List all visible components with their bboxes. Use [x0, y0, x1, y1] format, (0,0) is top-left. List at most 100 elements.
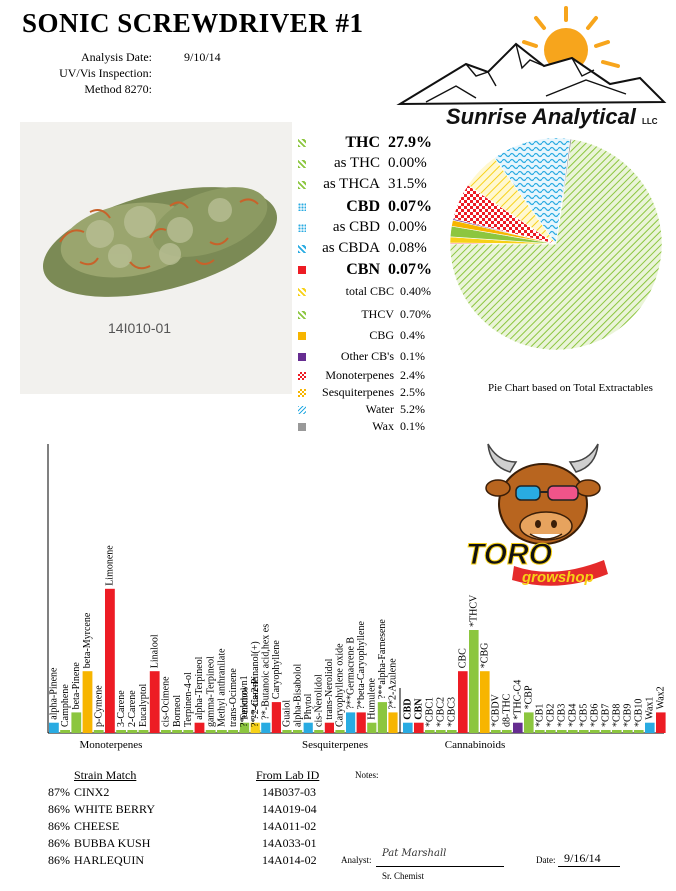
svg-text:growshop: growshop: [521, 569, 594, 586]
cannabinoid-row: THCV 0.70%: [298, 307, 466, 322]
bar-label: Phytol: [303, 693, 314, 719]
cannabinoid-value: 0.08%: [388, 240, 427, 256]
cannabinoid-name: Other CB's: [340, 349, 394, 363]
bar-label: *CB8: [612, 704, 623, 727]
legend-swatch: [298, 388, 306, 397]
bar: [634, 730, 644, 733]
bar: [623, 730, 633, 733]
legend-swatch: [298, 331, 306, 340]
bar-label: alpha-Bisabolol: [292, 663, 303, 727]
analysis-date-label: Analysis Date:: [81, 50, 152, 64]
bar: [205, 730, 216, 733]
bar-label: beta-Pinene: [71, 662, 82, 710]
group-label: Sesquiterpenes: [302, 739, 368, 751]
bar-label: alpha-Terpineol: [194, 656, 205, 719]
cannabinoid-row: as CBDA 0.08%: [298, 240, 454, 257]
cannabinoid-name: as CBD: [332, 219, 380, 235]
match-lab-id: 14A011-02: [262, 819, 317, 833]
group-label: Cannabinoids: [445, 739, 506, 751]
bar: [303, 722, 313, 733]
report-date: 9/16/14: [564, 851, 601, 865]
analyst-signature: Pat Marshall: [382, 848, 447, 859]
bar-label: ?*-Butanoic acid,hex es: [261, 624, 272, 720]
bar: [60, 730, 70, 733]
cannabinoid-value: 2.4%: [400, 368, 425, 382]
bar-label: Caryophyllene oxide: [335, 643, 346, 727]
cannabinoid-value: 27.9%: [388, 134, 432, 151]
cannabinoid-name: total CBC: [345, 284, 394, 298]
legend-swatch: [298, 203, 306, 211]
match-percent: 87%: [48, 785, 70, 799]
bar-label: Linalool: [149, 634, 160, 668]
bar: [335, 730, 345, 733]
bar: [414, 722, 424, 733]
bar: [261, 722, 271, 733]
bar: [447, 730, 457, 733]
report-title: SONIC SCREWDRIVER #1: [22, 8, 364, 38]
legend-swatch: [298, 422, 306, 431]
bar: [579, 730, 589, 733]
bar-label: CBN: [414, 698, 425, 720]
cannabinoid-row: Sesquiterpenes 2.5%: [298, 385, 466, 400]
bar: [314, 730, 324, 733]
bar: [436, 730, 446, 733]
bar-label: Fenchol: [239, 687, 250, 719]
legend-swatch: [298, 180, 306, 189]
cannabinoid-row: total CBC 0.40%: [298, 284, 466, 299]
bar-label: *CB1: [535, 704, 546, 727]
cannabinoid-name: CBN: [346, 261, 380, 278]
bar: [116, 730, 126, 733]
legend-swatch: [298, 159, 306, 168]
cannabinoid-row: as CBD 0.00%: [298, 219, 454, 236]
sunrise-analytical-logo: Sunrise Analytical LLC: [396, 6, 668, 132]
bar: [645, 722, 655, 733]
bar-label: gamma-Terpineol: [205, 656, 216, 727]
bar-label: *CB3: [557, 704, 568, 727]
svg-text:LLC: LLC: [642, 117, 658, 126]
sample-id-label: 14I010-01: [108, 320, 172, 336]
bar: [656, 712, 666, 733]
bar-label: ?**Germacrene B: [345, 637, 356, 710]
sample-photo: 14I010-01: [20, 122, 292, 394]
match-lab-id: 14A033-01: [262, 836, 317, 850]
bar-label: Caryophyllene: [271, 640, 282, 699]
cannabinoid-value: 5.2%: [400, 402, 425, 416]
legend-swatch: [298, 223, 306, 232]
cannabinoid-name: THCV: [361, 307, 394, 321]
legend-swatch: [298, 352, 306, 361]
bar: [82, 671, 93, 733]
bar: [172, 730, 182, 733]
bar: [217, 730, 227, 733]
bar: [367, 722, 377, 733]
bull-icon: [485, 443, 601, 545]
bar-label: *CBG: [480, 643, 491, 669]
bar: [346, 712, 356, 733]
bar: [183, 730, 194, 733]
match-strain-name: CHEESE: [74, 819, 120, 833]
bar: [324, 722, 334, 733]
strain-match-header: Strain Match: [74, 768, 137, 782]
bar-label: *CB7: [601, 704, 612, 727]
cannabinoid-value: 0.07%: [388, 261, 432, 278]
cannabinoid-name: as CBDA: [322, 240, 380, 256]
bar-label: ?*2-Azulene: [388, 658, 399, 710]
bar-label: Limonene: [105, 545, 116, 586]
match-lab-id: 14B037-03: [262, 785, 316, 799]
cannabinoid-value: 0.4%: [400, 328, 425, 342]
bar-label: CBC: [458, 648, 469, 668]
bar-label: ?*-cis-2-Pinanol(+): [250, 641, 261, 719]
bar-label: *CB4: [568, 704, 579, 727]
lab-id-header: From Lab ID: [256, 768, 320, 782]
bar: [524, 712, 534, 733]
bar-label: Wax2: [656, 686, 667, 709]
cannabinoid-value: 2.5%: [400, 385, 425, 399]
bar: [282, 730, 292, 733]
pie-slice-wax: [555, 138, 573, 245]
bar-label: ?*beta-Caryophyllene: [356, 621, 367, 710]
bar-label: 2-Carene: [127, 690, 138, 727]
bar: [149, 671, 160, 733]
bar: [513, 722, 523, 733]
cannabinoid-value: 0.1%: [400, 419, 425, 433]
bar: [458, 671, 468, 733]
cannabinoid-name: THC: [345, 134, 380, 151]
